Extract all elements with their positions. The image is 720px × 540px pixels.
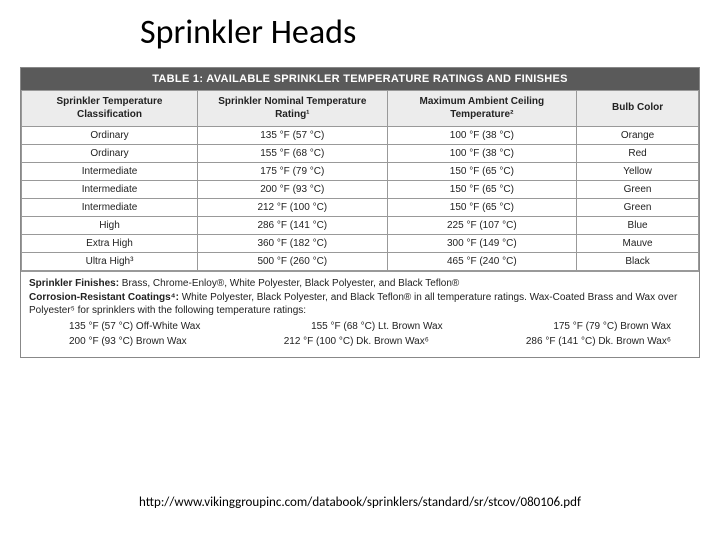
table-cell: Intermediate [22,163,198,181]
table-row: High286 °F (141 °C)225 °F (107 °C)Blue [22,217,699,235]
table-row: Intermediate212 °F (100 °C)150 °F (65 °C… [22,199,699,217]
table-cell: Black [577,253,699,271]
table-cell: 212 °F (100 °C) [198,199,388,217]
wax-cell: 286 °F (141 °C) Dk. Brown Wax⁶ [526,335,671,349]
wax-cell: 200 °F (93 °C) Brown Wax [69,335,187,349]
table-row: Ordinary135 °F (57 °C)100 °F (38 °C)Oran… [22,127,699,145]
table-cell: 200 °F (93 °C) [198,181,388,199]
table-cell: High [22,217,198,235]
table-row: Intermediate175 °F (79 °C)150 °F (65 °C)… [22,163,699,181]
table-cell: Extra High [22,235,198,253]
table-row: Intermediate200 °F (93 °C)150 °F (65 °C)… [22,181,699,199]
table-cell: Green [577,199,699,217]
table-cell: 155 °F (68 °C) [198,145,388,163]
table-cell: 175 °F (79 °C) [198,163,388,181]
table-cell: Blue [577,217,699,235]
ratings-table: Sprinkler Temperature Classification Spr… [21,90,699,271]
table-cell: 286 °F (141 °C) [198,217,388,235]
coatings-label: Corrosion-Resistant Coatings⁴: [29,292,179,303]
table-notes: Sprinkler Finishes: Brass, Chrome-Enloy®… [21,271,699,357]
table-row: Extra High360 °F (182 °C)300 °F (149 °C)… [22,235,699,253]
table-cell: Red [577,145,699,163]
table-cell: 150 °F (65 °C) [387,199,577,217]
table-cell: Ordinary [22,127,198,145]
table-cell: Intermediate [22,199,198,217]
table-cell: Green [577,181,699,199]
table-cell: 465 °F (240 °C) [387,253,577,271]
table-cell: 225 °F (107 °C) [387,217,577,235]
table-cell: 150 °F (65 °C) [387,163,577,181]
col-header: Maximum Ambient Ceiling Temperature² [387,91,577,127]
table-cell: Mauve [577,235,699,253]
finishes-text: Brass, Chrome-Enloy®, White Polyester, B… [119,278,459,289]
table-cell: 300 °F (149 °C) [387,235,577,253]
wax-cell: 175 °F (79 °C) Brown Wax [553,320,671,334]
table-container: TABLE 1: AVAILABLE SPRINKLER TEMPERATURE… [20,67,700,358]
table-cell: Ultra High³ [22,253,198,271]
col-header: Bulb Color [577,91,699,127]
source-url: http://www.vikinggroupinc.com/databook/s… [0,495,720,510]
wax-row: 200 °F (93 °C) Brown Wax 212 °F (100 °C)… [29,333,691,349]
wax-cell: 212 °F (100 °C) Dk. Brown Wax⁶ [284,335,429,349]
table-cell: 135 °F (57 °C) [198,127,388,145]
table-cell: Yellow [577,163,699,181]
col-header: Sprinkler Nominal Temperature Rating¹ [198,91,388,127]
table-cell: 360 °F (182 °C) [198,235,388,253]
page-title: Sprinkler Heads [140,12,700,53]
col-header: Sprinkler Temperature Classification [22,91,198,127]
table-row: Ultra High³500 °F (260 °C)465 °F (240 °C… [22,253,699,271]
table-row: Ordinary155 °F (68 °C)100 °F (38 °C)Red [22,145,699,163]
table-header-row: Sprinkler Temperature Classification Spr… [22,91,699,127]
wax-cell: 155 °F (68 °C) Lt. Brown Wax [311,320,443,334]
finishes-label: Sprinkler Finishes: [29,278,119,289]
table-cell: Orange [577,127,699,145]
table-cell: Intermediate [22,181,198,199]
table-cell: 100 °F (38 °C) [387,127,577,145]
table-caption: TABLE 1: AVAILABLE SPRINKLER TEMPERATURE… [21,68,699,90]
wax-row: 135 °F (57 °C) Off-White Wax 155 °F (68 … [29,318,691,334]
table-cell: Ordinary [22,145,198,163]
table-cell: 100 °F (38 °C) [387,145,577,163]
table-cell: 500 °F (260 °C) [198,253,388,271]
wax-cell: 135 °F (57 °C) Off-White Wax [69,320,200,334]
table-cell: 150 °F (65 °C) [387,181,577,199]
